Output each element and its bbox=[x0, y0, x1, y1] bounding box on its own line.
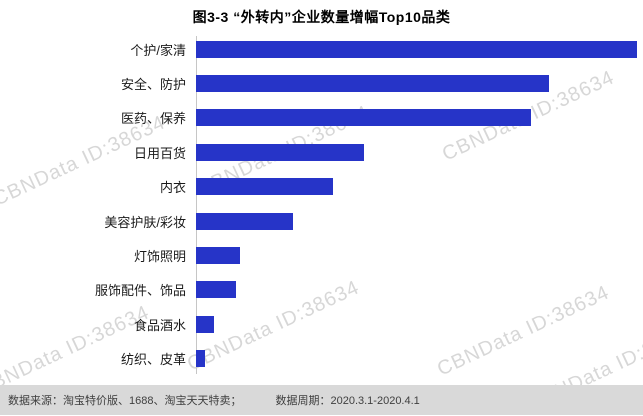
bar-chart: 个护/家清安全、防护医药、保养日用百货内衣美容护肤/彩妆灯饰照明服饰配件、饰品食… bbox=[8, 32, 637, 376]
bar-track bbox=[196, 315, 637, 333]
bar-row: 安全、防护 bbox=[8, 67, 637, 101]
bar-track bbox=[196, 281, 637, 299]
bar-row: 日用百货 bbox=[8, 135, 637, 169]
bar-row: 个护/家清 bbox=[8, 32, 637, 66]
category-label: 纺织、皮革 bbox=[120, 352, 186, 368]
bar bbox=[196, 75, 549, 93]
data-source-text: 数据来源：淘宝特价版、1688、淘宝天天特卖； bbox=[8, 395, 242, 407]
category-label: 医药、保养 bbox=[120, 111, 186, 127]
bar-track bbox=[196, 178, 637, 196]
category-label: 灯饰照明 bbox=[133, 249, 186, 265]
bar bbox=[196, 281, 236, 299]
category-label: 个护/家清 bbox=[130, 42, 186, 58]
bar-row: 内衣 bbox=[8, 170, 637, 204]
bar bbox=[196, 315, 214, 333]
category-label: 内衣 bbox=[159, 180, 186, 196]
chart-title: 图3-3 “外转内”企业数量增幅Top10品类 bbox=[192, 9, 451, 25]
category-label: 美容护肤/彩妆 bbox=[104, 214, 186, 230]
footer: 数据来源：淘宝特价版、1688、淘宝天天特卖； 数据周期：2020.3.1-20… bbox=[0, 385, 643, 415]
bar bbox=[196, 212, 294, 230]
category-label: 日用百货 bbox=[133, 145, 186, 161]
data-period-text: 数据周期：2020.3.1-2020.4.1 bbox=[275, 395, 420, 407]
category-label: 安全、防护 bbox=[120, 77, 186, 93]
bar-row: 美容护肤/彩妆 bbox=[8, 204, 637, 238]
bar-track bbox=[196, 40, 637, 58]
bar-track bbox=[196, 75, 637, 93]
bar-row: 灯饰照明 bbox=[8, 239, 637, 273]
bar-track bbox=[196, 212, 637, 230]
bar-track bbox=[196, 247, 637, 265]
bar bbox=[196, 109, 532, 127]
category-label: 服饰配件、饰品 bbox=[94, 283, 186, 299]
bar-row: 医药、保养 bbox=[8, 101, 637, 135]
bar bbox=[196, 350, 205, 368]
category-label: 食品酒水 bbox=[133, 317, 186, 333]
bar-track bbox=[196, 143, 637, 161]
bar-row: 食品酒水 bbox=[8, 307, 637, 341]
bar bbox=[196, 40, 637, 58]
bar bbox=[196, 178, 333, 196]
bar-track bbox=[196, 109, 637, 127]
bar bbox=[196, 247, 241, 265]
y-axis-line bbox=[196, 36, 197, 374]
bar-track bbox=[196, 350, 637, 368]
bar-row: 服饰配件、饰品 bbox=[8, 273, 637, 307]
bar bbox=[196, 143, 364, 161]
bar-row: 纺织、皮革 bbox=[8, 342, 637, 376]
